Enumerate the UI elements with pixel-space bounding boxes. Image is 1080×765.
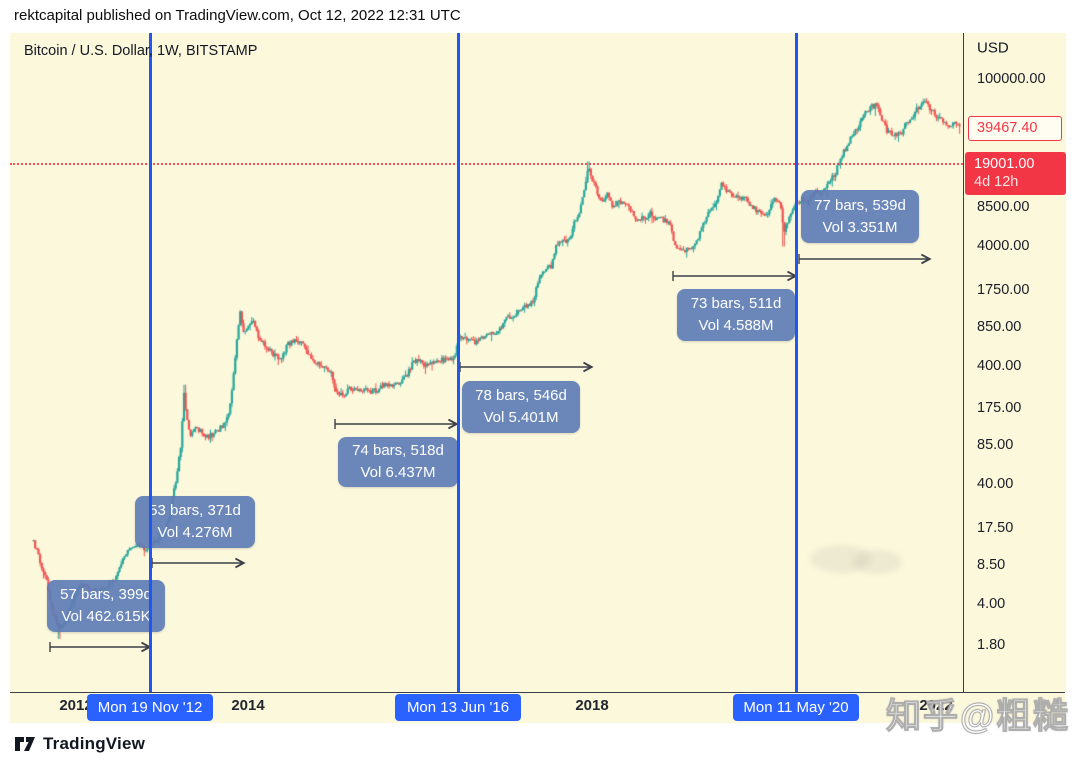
price-tick: 175.00 [977,400,1022,416]
current-price-countdown-label: 19001.00 4d 12h [965,152,1066,195]
symbol-title: Bitcoin / U.S. Dollar, 1W, BITSTAMP [24,43,258,59]
measurement-bars-days: 53 bars, 371d [149,502,241,519]
price-tick: 4.00 [977,596,1006,612]
price-tick: 1.80 [977,637,1006,653]
date-range-measurement-box[interactable]: 57 bars, 399d Vol 462.615K [47,580,165,632]
measurement-volume: Vol 6.437M [360,464,436,481]
measurement-bars-days: 57 bars, 399d [60,586,152,603]
zhihu-watermark: 知乎@粗糙 [885,697,1071,737]
date-range-measurement-box[interactable]: 53 bars, 371d Vol 4.276M [135,496,255,548]
measurement-bars-days: 73 bars, 511d [690,295,782,312]
year-tick: 2018 [575,697,609,714]
price-tick: 100000.00 [977,71,1046,87]
candle-countdown: 4d 12h [974,174,1019,190]
measurement-bars-days: 74 bars, 518d [352,442,444,459]
price-axis[interactable]: USD 39467.40 19001.00 4d 12h 100000.00 85… [963,33,1066,692]
chart-plot-area[interactable]: Bitcoin / U.S. Dollar, 1W, BITSTAMP 57 b… [10,33,963,692]
tradingview-logo-icon [15,737,35,751]
date-range-measurement-box[interactable]: 78 bars, 546d Vol 5.401M [462,381,580,433]
date-range-measurement-box[interactable]: 77 bars, 539d Vol 3.351M [801,190,919,243]
year-tick: 2014 [231,697,265,714]
last-close-price-label: 39467.40 [968,116,1062,141]
date-range-measurement-box[interactable]: 73 bars, 511d Vol 4.588M [677,289,795,341]
halving-date-label[interactable]: Mon 13 Jun '16 [395,694,521,721]
price-tick: 1750.00 [977,282,1030,298]
attribution-text: rektcapital published on TradingView.com… [14,7,461,24]
measurement-volume: Vol 3.351M [822,218,898,236]
price-tick: 17.50 [977,520,1014,536]
measurement-volume: Vol 5.401M [483,409,559,426]
measurement-bars-days: 78 bars, 546d [475,387,567,404]
year-tick: 2012 [59,697,93,714]
halving-vertical-line[interactable] [149,33,152,692]
price-tick: 4000.00 [977,238,1030,254]
halving-vertical-line[interactable] [457,33,460,692]
measurement-bars-days: 77 bars, 539d [814,196,906,214]
price-tick: 40.00 [977,476,1014,492]
tradingview-logo-text: TradingView [43,734,146,753]
watermark-smudge [852,550,902,574]
price-tick: 8.50 [977,557,1006,573]
halving-date-label[interactable]: Mon 19 Nov '12 [87,694,213,721]
price-tick: 850.00 [977,319,1022,335]
year-tick: 2022 [919,697,953,714]
halving-date-label[interactable]: Mon 11 May '20 [733,694,859,721]
date-range-measurement-box[interactable]: 74 bars, 518d Vol 6.437M [338,437,458,487]
measurement-volume: Vol 4.588M [698,317,774,334]
measurement-volume: Vol 462.615K [61,608,151,625]
current-price-value: 19001.00 [974,156,1035,172]
measurement-volume: Vol 4.276M [157,524,233,541]
watermark-smudge [810,545,872,573]
halving-vertical-line[interactable] [795,33,798,692]
current-price-line [10,163,963,165]
currency-label: USD [977,39,1009,57]
price-tick: 400.00 [977,358,1022,374]
tradingview-footer[interactable]: TradingView [14,734,145,754]
price-tick: 85.00 [977,437,1014,453]
time-axis[interactable]: 2012 2014 2018 2022 Mon 19 Nov '12 Mon 13 Jun… [10,692,1065,723]
price-tick: 8500.00 [977,199,1030,215]
